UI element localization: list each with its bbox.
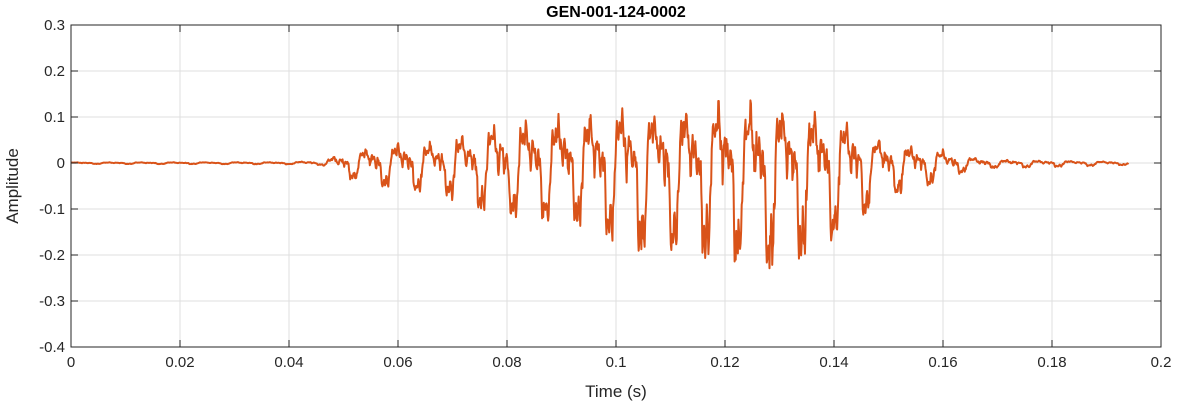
x-tick-labels: 0 0.02 0.04 0.06 0.08 0.1 0.12 0.14 0.16 0.18 0.2	[67, 354, 1172, 371]
x-tick-label: 0.1	[606, 354, 627, 371]
y-tick-label: -0.3	[39, 293, 65, 310]
x-tick-label: 0.06	[383, 354, 412, 371]
y-tick-label: -0.4	[39, 339, 65, 356]
x-tick-label: 0.18	[1037, 354, 1066, 371]
x-tick-label: 0.02	[165, 354, 194, 371]
x-tick-label: 0.12	[710, 354, 739, 371]
x-tick-label: 0	[67, 354, 75, 371]
x-axis-label: Time (s)	[585, 382, 647, 401]
y-tick-label: 0	[57, 155, 65, 172]
y-tick-label: 0.1	[44, 109, 65, 126]
x-tick-label: 0.08	[492, 354, 521, 371]
tick-marks	[70, 24, 1162, 348]
x-tick-label: 0.16	[928, 354, 957, 371]
y-tick-labels: -0.4 -0.3 -0.2 -0.1 0 0.1 0.2 0.3	[39, 17, 65, 356]
series-layer	[70, 99, 1130, 270]
y-tick-label: -0.2	[39, 247, 65, 264]
amplitude-series-line	[70, 99, 1130, 270]
x-tick-label: 0.04	[274, 354, 303, 371]
chart-title: GEN-001-124-0002	[546, 4, 686, 21]
y-tick-label: 0.3	[44, 17, 65, 34]
y-tick-label: -0.1	[39, 201, 65, 218]
y-tick-label: 0.2	[44, 63, 65, 80]
y-axis-label: Amplitude	[3, 148, 22, 224]
x-tick-label: 0.2	[1151, 354, 1172, 371]
x-tick-label: 0.14	[819, 354, 848, 371]
